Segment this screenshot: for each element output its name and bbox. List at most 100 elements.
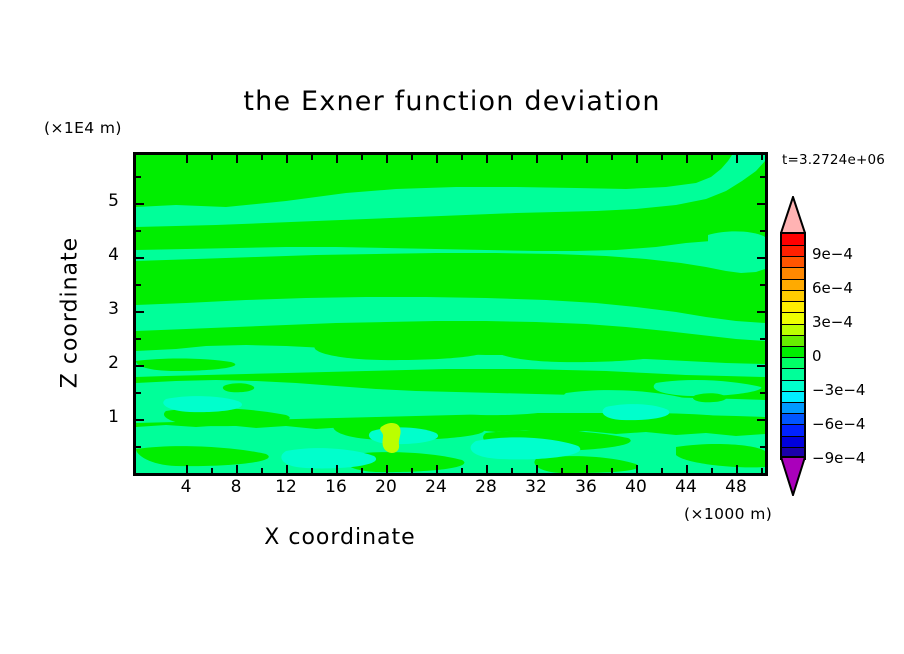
colorbar-band (782, 234, 804, 246)
colorbar-tick-label: −3e−4 (812, 381, 866, 399)
colorbar-band (782, 424, 804, 436)
x-axis-minor-tick-top (261, 155, 263, 160)
y-axis-minor-tick (136, 176, 141, 178)
x-axis-minor-tick (261, 468, 263, 473)
colorbar-separator (782, 424, 804, 425)
y-axis-minor-tick-right (760, 176, 765, 178)
y-axis-minor-tick-right (760, 338, 765, 340)
colorbar-separator (782, 279, 804, 280)
y-axis-minor-tick-right (760, 392, 765, 394)
x-axis-minor-tick (311, 468, 313, 473)
x-axis-tick-top (236, 155, 238, 163)
x-axis-minor-tick-top (661, 155, 663, 160)
y-axis-minor-tick-right (760, 446, 765, 448)
colorbar-band (782, 368, 804, 380)
colorbar-separator (782, 380, 804, 381)
y-axis-label: Z coordinate (57, 236, 83, 389)
colorbar-band (782, 278, 804, 290)
colorbar-separator (782, 312, 804, 313)
y-tick-label: 1 (108, 407, 119, 427)
colorbar-band (782, 446, 804, 458)
colorbar-separator (782, 402, 804, 403)
y-axis-tick-right (757, 203, 765, 205)
colorbar-band (782, 435, 804, 447)
x-tick-label: 8 (230, 477, 242, 497)
colorbar-separator (782, 335, 804, 336)
x-tick-label: 44 (675, 477, 697, 497)
colorbar-separator (782, 245, 804, 246)
x-axis-minor-tick (761, 468, 763, 473)
colorbar-tick-label: −6e−4 (812, 415, 866, 433)
x-axis-minor-tick-top (461, 155, 463, 160)
x-axis-tick (636, 465, 638, 473)
x-axis-minor-tick (661, 468, 663, 473)
timestamp-annotation: t=3.2724e+06 (782, 152, 886, 168)
colorbar-band (782, 346, 804, 358)
x-axis-minor-tick (511, 468, 513, 473)
x-axis-tick (186, 465, 188, 473)
x-axis-tick (486, 465, 488, 473)
y-axis-tick-right (757, 419, 765, 421)
x-tick-label: 48 (725, 477, 747, 497)
chart-title: the Exner function deviation (243, 86, 661, 117)
y-axis-minor-tick (136, 392, 141, 394)
x-axis-minor-tick-top (311, 155, 313, 160)
x-axis-tick-top (186, 155, 188, 163)
colorbar-band (782, 413, 804, 425)
y-axis-tick (136, 311, 144, 313)
colorbar-band (782, 357, 804, 369)
x-axis-tick-top (436, 155, 438, 163)
x-tick-label: 24 (425, 477, 447, 497)
x-axis-tick (386, 465, 388, 473)
colorbar-band (782, 379, 804, 391)
x-axis-minor-tick-top (611, 155, 613, 160)
x-tick-label: 28 (475, 477, 497, 497)
colorbar-under-arrow (780, 456, 806, 496)
colorbar-band (782, 402, 804, 414)
x-axis-minor-tick (361, 468, 363, 473)
x-axis-tick (436, 465, 438, 473)
contour-plot-area (133, 152, 768, 476)
y-axis-tick (136, 203, 144, 205)
x-tick-label: 40 (625, 477, 647, 497)
y-axis-unit-label: (×1E4 m) (44, 119, 122, 137)
colorbar-separator (782, 324, 804, 325)
y-axis-minor-tick (136, 446, 141, 448)
x-axis-tick (736, 465, 738, 473)
x-axis-tick-top (736, 155, 738, 163)
x-axis-tick (336, 465, 338, 473)
y-axis-minor-tick (136, 338, 141, 340)
colorbar-tick-label: −9e−4 (812, 449, 866, 467)
x-axis-unit-label: (×1000 m) (684, 505, 773, 523)
colorbar-bands (780, 232, 806, 460)
colorbar-separator (782, 301, 804, 302)
x-axis-tick-top (336, 155, 338, 163)
colorbar-separator (782, 447, 804, 448)
x-axis-tick-top (386, 155, 388, 163)
colorbar-separator (782, 346, 804, 347)
x-axis-minor-tick-top (211, 155, 213, 160)
x-axis-minor-tick (411, 468, 413, 473)
colorbar-band (782, 245, 804, 257)
x-axis-tick (586, 465, 588, 473)
y-axis-minor-tick (136, 284, 141, 286)
colorbar-tick-label: 9e−4 (812, 245, 853, 263)
x-axis-minor-tick (211, 468, 213, 473)
colorbar-separator (782, 436, 804, 437)
x-axis-tick-top (286, 155, 288, 163)
colorbar-band (782, 390, 804, 402)
colorbar-separator (782, 256, 804, 257)
x-axis-label: X coordinate (264, 525, 416, 550)
colorbar-separator (782, 290, 804, 291)
colorbar-separator (782, 357, 804, 358)
y-axis-tick-right (757, 311, 765, 313)
colorbar-band (782, 323, 804, 335)
colorbar-over-arrow (780, 196, 806, 234)
x-axis-tick-top (686, 155, 688, 163)
y-axis-tick-right (757, 257, 765, 259)
x-axis-tick (286, 465, 288, 473)
colorbar-tick-label: 3e−4 (812, 313, 853, 331)
y-axis-tick (136, 257, 144, 259)
x-axis-minor-tick-top (711, 155, 713, 160)
